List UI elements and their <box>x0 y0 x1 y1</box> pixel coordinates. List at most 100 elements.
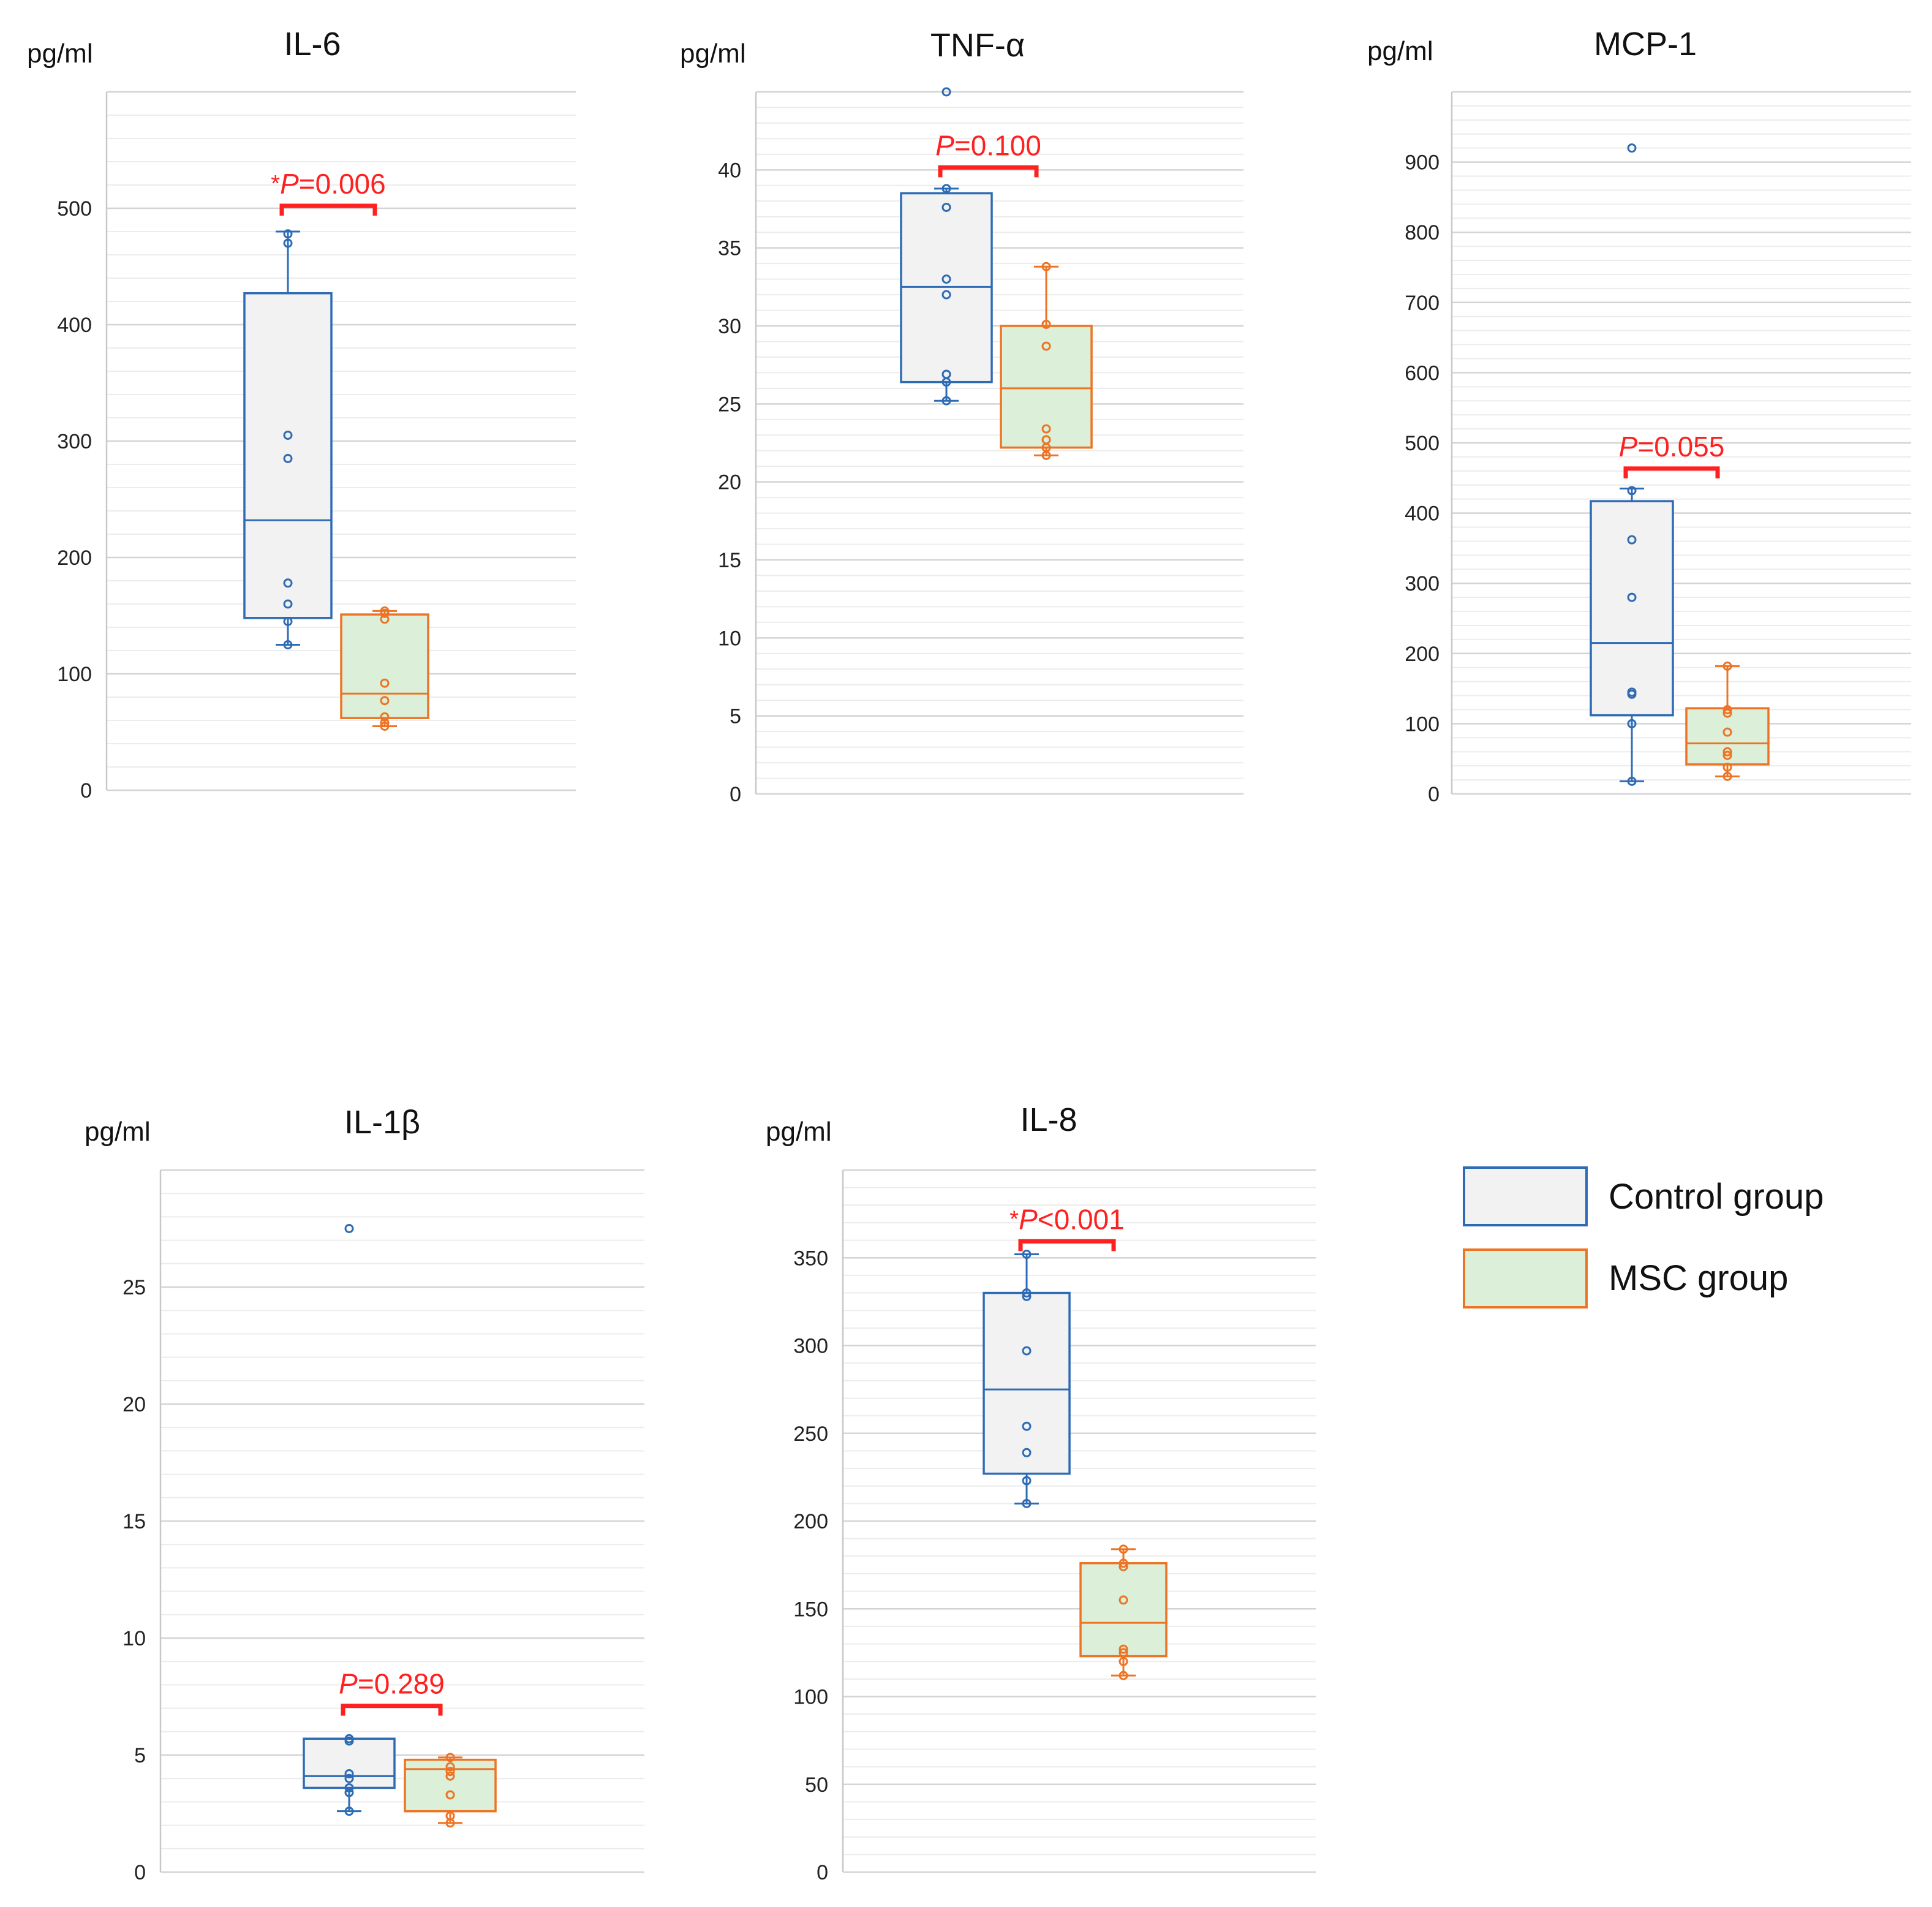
msc-data-point <box>1119 1644 1128 1654</box>
control-data-point <box>344 1224 354 1233</box>
control-data-point <box>941 290 951 300</box>
control-box <box>983 1291 1071 1475</box>
y-tick-label: 300 <box>793 1335 828 1358</box>
msc-data-point <box>1119 1561 1128 1571</box>
control-data-point <box>1022 1291 1032 1301</box>
msc-data-point <box>1723 661 1732 671</box>
y-tick-label: 500 <box>57 197 92 221</box>
unit-label: pg/ml <box>27 39 93 69</box>
control-data-point <box>1022 1421 1032 1431</box>
legend: Control group MSC group <box>1463 1166 1824 1308</box>
msc-data-point <box>1723 750 1732 760</box>
y-tick-label: 500 <box>1405 432 1440 455</box>
msc-data-point <box>1723 762 1732 772</box>
msc-data-point <box>445 1753 455 1762</box>
p-value-label: P=0.289 <box>339 1668 445 1700</box>
chart-il8: pg/ml IL-8 0 50 100 150 200 250 300 350 *P<0.001 <box>766 1101 1316 1884</box>
control-data-point <box>941 184 951 194</box>
msc-box <box>1079 1562 1168 1658</box>
y-tick-label: 150 <box>793 1598 828 1621</box>
y-tick-label: 600 <box>1405 361 1440 385</box>
y-tick-label: 15 <box>123 1510 146 1533</box>
p-value-symbol: P <box>280 168 299 200</box>
y-tick-label: 40 <box>718 159 741 182</box>
significance-bracket <box>279 203 377 216</box>
y-tick-label: 300 <box>57 430 92 453</box>
msc-data-point <box>445 1790 455 1800</box>
p-value-symbol: P <box>1619 431 1638 463</box>
p-value-label: *P=0.006 <box>271 168 385 200</box>
control-data-point <box>1022 1288 1032 1298</box>
control-data-point <box>283 599 293 609</box>
chart-il6: pg/ml IL-6 0 100 200 300 400 500 *P=0.006 <box>27 26 576 802</box>
y-tick-label: 100 <box>1405 712 1440 736</box>
p-value-star: * <box>271 171 280 197</box>
control-box <box>303 1737 396 1789</box>
y-tick-label: 35 <box>718 237 741 260</box>
control-data-point <box>344 1769 354 1779</box>
chart-mcp1: pg/ml MCP-1 0 100 200 300 400 500 600 700 800 900… <box>1367 26 1911 806</box>
msc-data-point <box>1723 771 1732 781</box>
control-data-point <box>344 1807 354 1816</box>
p-value-symbol: P <box>339 1668 358 1700</box>
msc-data-point <box>1119 1648 1128 1658</box>
y-tick-label: 0 <box>1428 783 1440 806</box>
msc-data-point <box>1041 435 1051 445</box>
chart-title: IL-6 <box>284 26 341 62</box>
control-data-point <box>283 431 293 440</box>
y-tick-label: 50 <box>805 1773 828 1797</box>
msc-data-point <box>1723 727 1732 737</box>
chart-il1beta: pg/ml IL-1β 0 5 10 15 20 25 P=0.289 <box>85 1104 644 1884</box>
msc-data-point <box>1041 341 1051 351</box>
control-data-point <box>283 640 293 649</box>
control-data-point <box>1627 143 1637 153</box>
control-data-point <box>283 229 293 239</box>
p-value-number: =0.006 <box>299 168 386 200</box>
y-tick-label: 20 <box>123 1393 146 1416</box>
y-tick-label: 200 <box>793 1510 828 1533</box>
significance-bracket <box>938 165 1039 178</box>
control-data-point <box>1022 1448 1032 1457</box>
msc-data-point <box>380 722 390 731</box>
legend-swatch-control <box>1463 1166 1588 1226</box>
y-tick-label: 15 <box>718 549 741 572</box>
msc-data-point <box>1119 1595 1128 1605</box>
y-tick-label: 30 <box>718 315 741 338</box>
chart-title: MCP-1 <box>1594 26 1697 62</box>
p-value-symbol: P <box>1019 1203 1038 1235</box>
unit-label: pg/ml <box>680 39 746 69</box>
significance-bracket <box>341 1704 443 1716</box>
msc-data-point <box>1119 1656 1128 1666</box>
chart-title: IL-8 <box>1020 1101 1077 1138</box>
msc-data-point <box>1723 708 1732 718</box>
significance-bracket <box>1018 1239 1116 1252</box>
y-tick-label: 0 <box>817 1861 828 1884</box>
control-data-point <box>344 1783 354 1792</box>
msc-data-point <box>1119 1558 1128 1568</box>
msc-data-point <box>445 1771 455 1781</box>
control-data-point <box>283 578 293 588</box>
control-data-point <box>1627 776 1637 786</box>
y-tick-label: 25 <box>718 393 741 416</box>
control-data-point <box>941 202 951 212</box>
control-data-point <box>283 617 293 626</box>
y-tick-label: 100 <box>793 1686 828 1709</box>
p-value-star: * <box>1009 1206 1019 1232</box>
control-data-point <box>344 1773 354 1783</box>
control-data-point <box>1022 1476 1032 1486</box>
y-tick-label: 0 <box>730 783 741 806</box>
p-value-number: =0.100 <box>954 129 1041 161</box>
msc-box <box>1000 325 1093 449</box>
y-tick-label: 0 <box>80 779 92 802</box>
control-data-point <box>941 396 951 406</box>
msc-data-point <box>380 718 390 728</box>
control-data-point <box>1627 687 1637 697</box>
y-tick-label: 20 <box>718 471 741 494</box>
y-tick-label: 400 <box>1405 502 1440 526</box>
msc-data-point <box>1723 704 1732 714</box>
y-tick-label: 800 <box>1405 221 1440 244</box>
p-value-label: P=0.100 <box>935 129 1041 161</box>
y-tick-label: 200 <box>1405 643 1440 666</box>
control-data-point <box>1022 1250 1032 1259</box>
